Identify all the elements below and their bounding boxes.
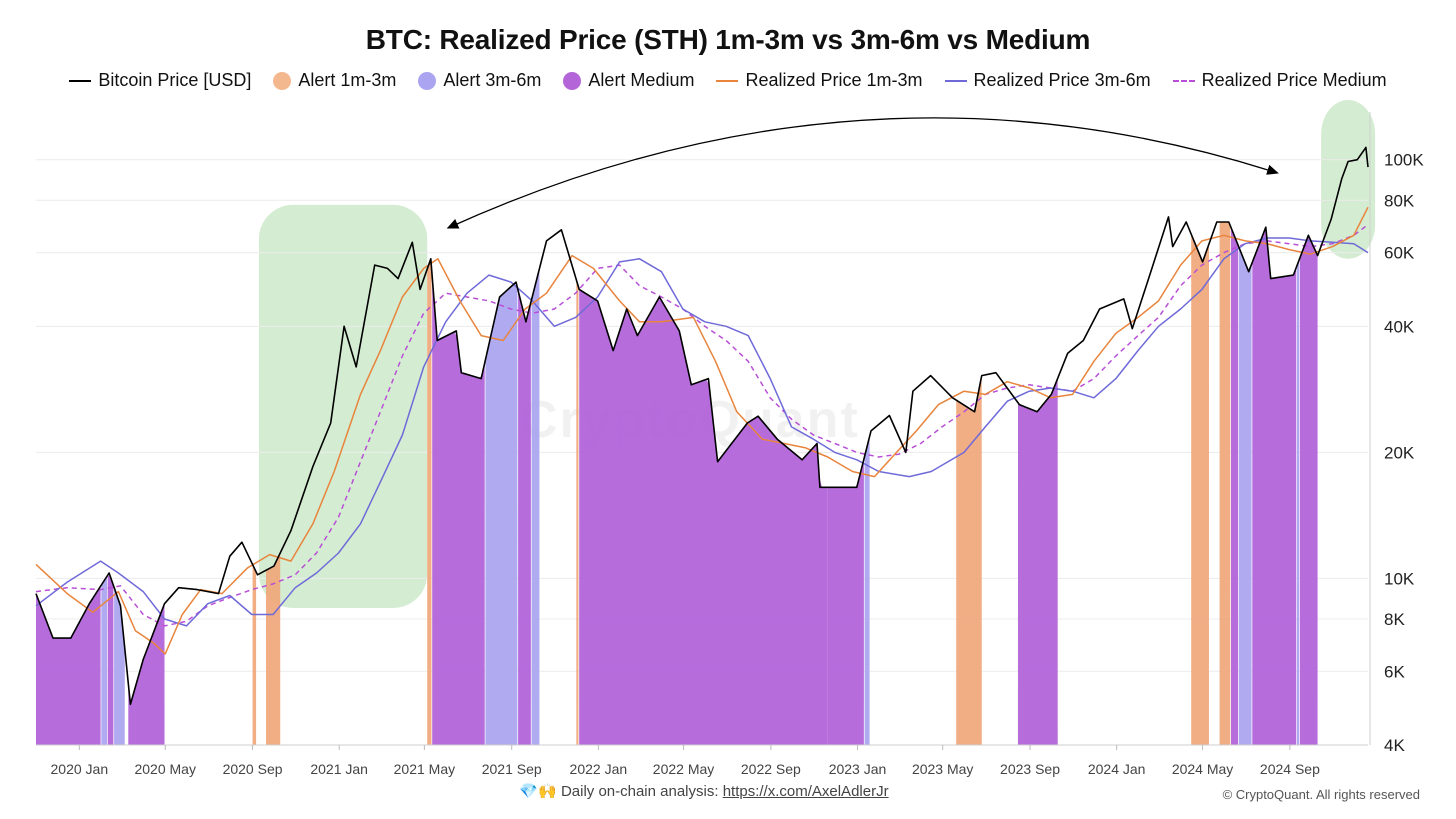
legend-item[interactable]: Alert 3m-6m xyxy=(418,70,541,91)
footer-link[interactable]: https://x.com/AxelAdlerJr xyxy=(722,783,889,800)
alert-band xyxy=(252,564,257,745)
alert-band xyxy=(1238,246,1252,745)
legend-label: Alert 1m-3m xyxy=(298,70,397,90)
legend-label: Realized Price 1m-3m xyxy=(745,70,923,90)
x-tick-label: 2022 Sep xyxy=(741,761,801,777)
alert-band xyxy=(576,279,579,745)
chart-title: BTC: Realized Price (STH) 1m-3m vs 3m-6m… xyxy=(365,24,1091,55)
legend-label: Alert 3m-6m xyxy=(443,70,542,90)
alert-band xyxy=(36,586,101,745)
legend-label: Bitcoin Price [USD] xyxy=(98,70,252,90)
series-line xyxy=(35,224,1369,627)
legend-item[interactable]: Bitcoin Price [USD] xyxy=(69,70,251,91)
legend-label: Realized Price 3m-6m xyxy=(973,70,1151,90)
x-tick-label: 2024 Jan xyxy=(1088,761,1146,777)
alert-band xyxy=(485,283,518,745)
alert-band xyxy=(1230,227,1239,746)
legend-swatch xyxy=(273,71,292,90)
alert-band xyxy=(1296,260,1300,745)
alert-band xyxy=(579,289,828,745)
alert-band xyxy=(128,603,165,745)
legend-swatch xyxy=(716,79,739,82)
x-tick-label: 2020 Jan xyxy=(51,761,109,777)
y-tick-label: 40K xyxy=(1384,317,1415,336)
y-tick-label: 60K xyxy=(1384,244,1415,263)
alert-band xyxy=(531,268,540,745)
alert-band xyxy=(956,375,982,745)
alert-band xyxy=(101,576,108,745)
legend-item[interactable]: Alert Medium xyxy=(563,70,694,91)
annotation-arrow xyxy=(446,117,1279,229)
legend-item[interactable]: Alert 1m-3m xyxy=(273,70,396,91)
alert-band xyxy=(107,575,114,745)
highlight-box xyxy=(1321,100,1376,259)
x-tick-label: 2023 Sep xyxy=(1000,761,1060,777)
y-tick-label: 20K xyxy=(1384,443,1415,462)
legend-swatch xyxy=(418,71,437,90)
legend-swatch xyxy=(1172,79,1195,82)
highlight-box xyxy=(258,204,428,608)
series-line xyxy=(35,206,1369,655)
legend-item[interactable]: Realized Price Medium xyxy=(1172,70,1387,91)
alert-band xyxy=(427,262,432,745)
legend-item[interactable]: Realized Price 1m-3m xyxy=(716,70,923,91)
x-tick-label: 2022 May xyxy=(653,761,714,777)
x-tick-label: 2021 Jan xyxy=(310,761,368,777)
legend-label: Realized Price Medium xyxy=(1201,70,1387,90)
footer-note: 💎🙌 Daily on-chain analysis: https://x.co… xyxy=(0,782,1408,800)
alert-band xyxy=(1191,234,1209,745)
alert-band xyxy=(827,459,864,745)
x-tick-label: 2023 May xyxy=(912,761,973,777)
x-tick-label: 2024 May xyxy=(1172,761,1233,777)
alert-band xyxy=(518,290,531,745)
legend: Bitcoin Price [USD] Alert 1m-3m Alert 3m-6… xyxy=(0,70,1456,91)
x-tick-label: 2020 May xyxy=(134,761,195,777)
y-tick-label: 8K xyxy=(1384,610,1405,629)
series-line-price xyxy=(35,146,1369,706)
x-tick-label: 2022 Jan xyxy=(570,761,628,777)
alert-band xyxy=(1017,378,1058,745)
footer-icons: 💎🙌 xyxy=(519,783,557,800)
y-tick-label: 4K xyxy=(1384,736,1405,755)
alert-band xyxy=(266,552,281,745)
legend-swatch xyxy=(563,71,582,90)
x-tick-label: 2024 Sep xyxy=(1260,761,1320,777)
footer-text: Daily on-chain analysis: xyxy=(560,783,723,800)
alert-band xyxy=(1219,222,1231,745)
copyright: © CryptoQuant. All rights reserved xyxy=(1222,787,1420,802)
legend-swatch xyxy=(69,79,92,82)
y-tick-label: 80K xyxy=(1384,191,1415,210)
alert-band xyxy=(1299,236,1318,745)
series-line xyxy=(35,237,1369,627)
y-tick-label: 100K xyxy=(1384,151,1424,170)
alert-band xyxy=(864,436,870,745)
legend-swatch xyxy=(944,79,967,82)
legend-item[interactable]: Realized Price 3m-6m xyxy=(944,70,1151,91)
x-tick-label: 2021 Sep xyxy=(482,761,542,777)
legend-label: Alert Medium xyxy=(588,70,695,90)
x-tick-label: 2020 Sep xyxy=(223,761,283,777)
x-tick-label: 2023 Jan xyxy=(829,761,887,777)
alert-band xyxy=(432,276,485,745)
y-tick-label: 10K xyxy=(1384,569,1415,588)
alert-band xyxy=(1252,229,1297,745)
x-tick-label: 2021 May xyxy=(394,761,455,777)
alert-band xyxy=(114,587,125,745)
y-tick-label: 6K xyxy=(1384,662,1405,681)
